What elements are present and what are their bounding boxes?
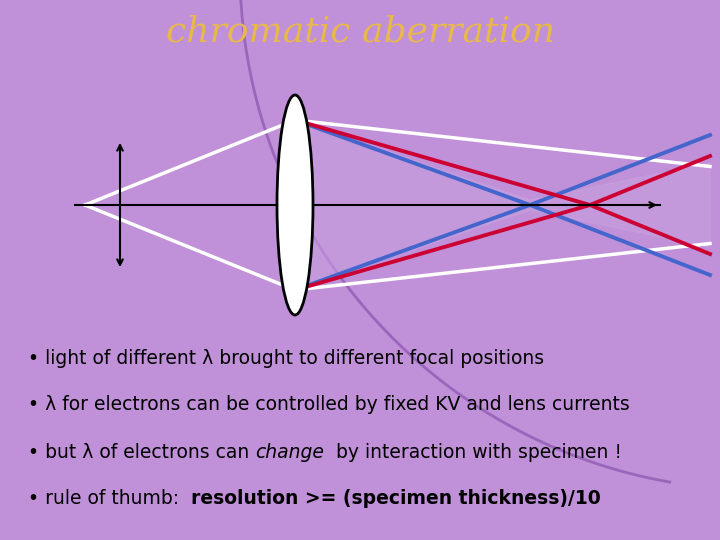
Text: change: change (256, 442, 324, 462)
Text: by interaction with specimen !: by interaction with specimen ! (324, 442, 622, 462)
Polygon shape (295, 120, 710, 290)
Text: • λ for electrons can be controlled by fixed KV and lens currents: • λ for electrons can be controlled by f… (28, 395, 630, 415)
Text: chromatic aberration: chromatic aberration (166, 15, 554, 49)
Text: resolution >= (specimen thickness)/10: resolution >= (specimen thickness)/10 (191, 489, 601, 509)
Ellipse shape (277, 95, 313, 315)
Text: • but λ of electrons can: • but λ of electrons can (28, 442, 256, 462)
Text: • light of different λ brought to different focal positions: • light of different λ brought to differ… (28, 348, 544, 368)
Text: • rule of thumb:: • rule of thumb: (28, 489, 191, 509)
